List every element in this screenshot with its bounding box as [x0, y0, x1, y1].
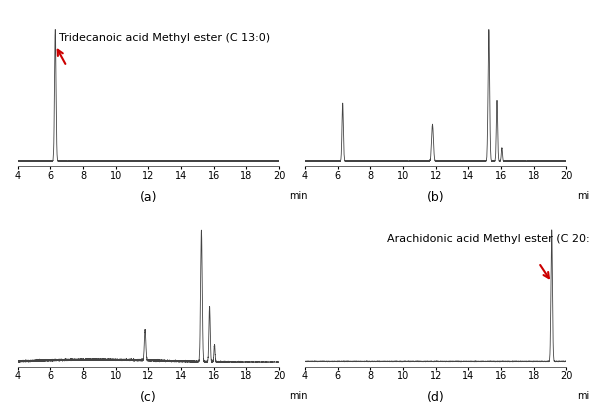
Text: (b): (b) [427, 191, 445, 204]
Text: min: min [577, 391, 590, 401]
Text: min: min [290, 191, 308, 201]
Text: (a): (a) [140, 191, 157, 204]
Text: Arachidonic acid Methyl ester (C 20:4): Arachidonic acid Methyl ester (C 20:4) [387, 234, 590, 243]
Text: (d): (d) [427, 391, 445, 404]
Text: (c): (c) [140, 391, 157, 404]
Text: min: min [290, 391, 308, 401]
Text: min: min [577, 191, 590, 201]
Text: Tridecanoic acid Methyl ester (C 13:0): Tridecanoic acid Methyl ester (C 13:0) [58, 33, 270, 43]
